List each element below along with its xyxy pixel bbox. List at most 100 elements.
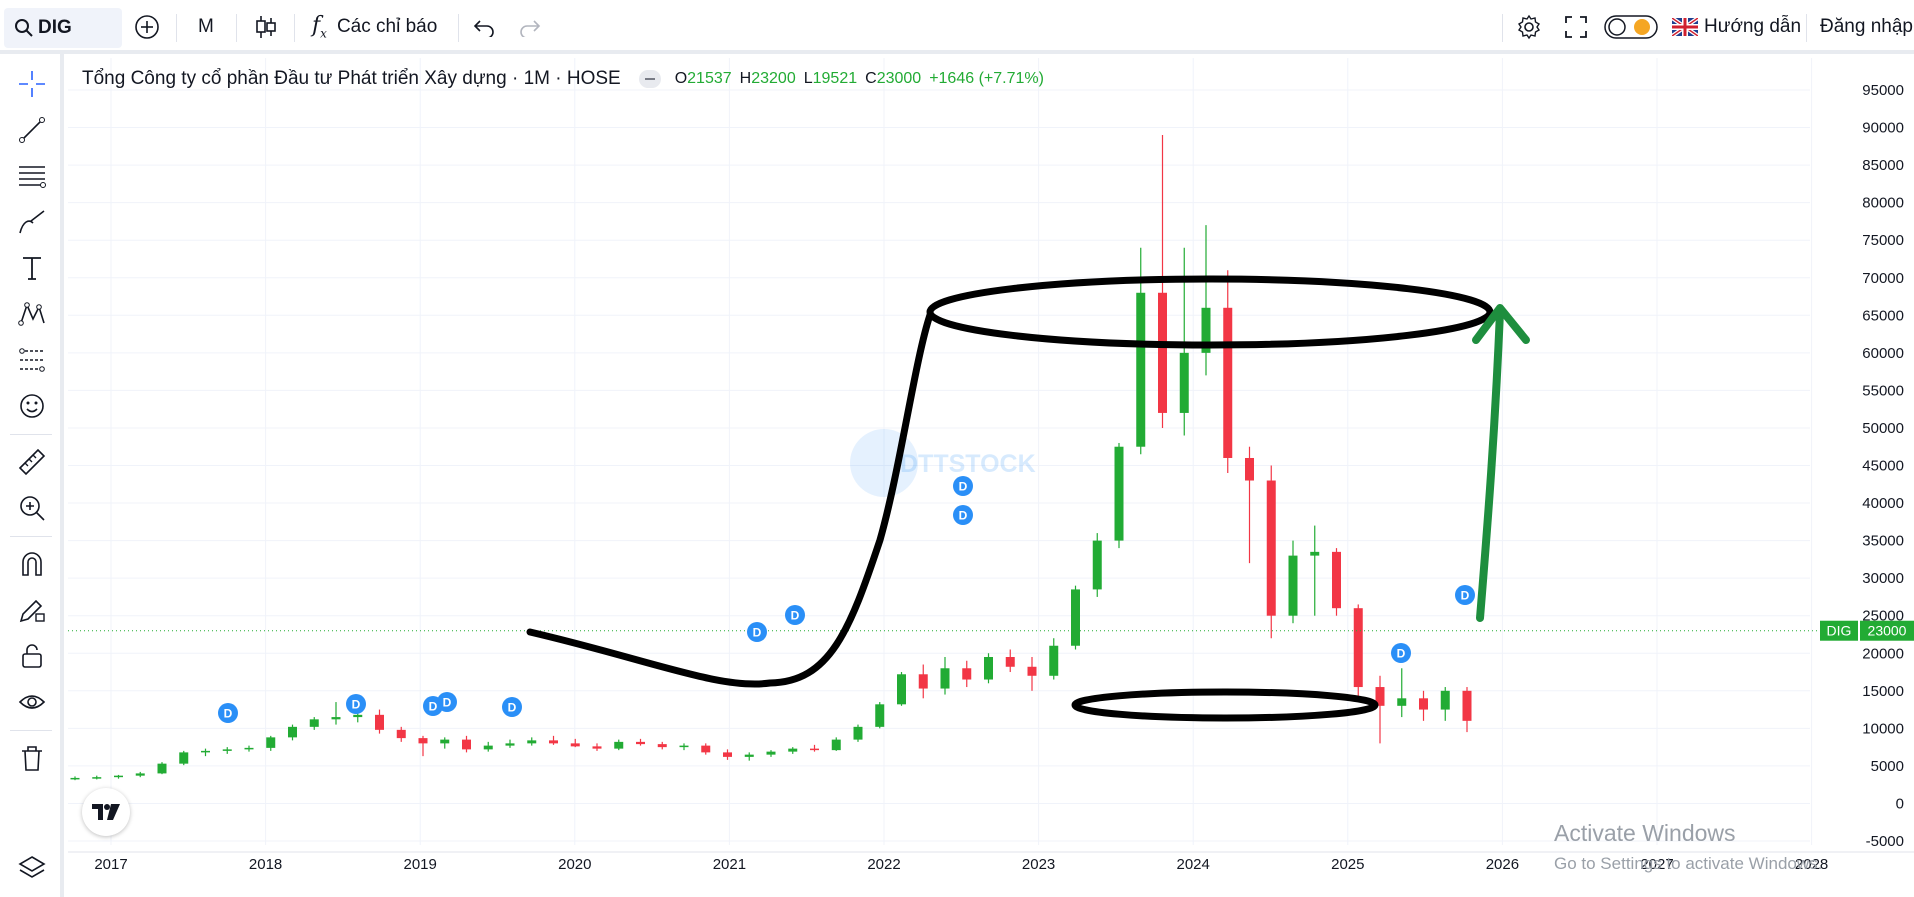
candle-body xyxy=(353,714,363,718)
legend-title: Tổng Công ty cổ phần Đầu tư Phát triển X… xyxy=(82,68,621,89)
guide-button[interactable]: Hướng dẫn xyxy=(1672,0,1801,54)
price-tick-label: 65000 xyxy=(1862,307,1904,324)
candle-body xyxy=(201,750,210,753)
trash-icon xyxy=(22,746,42,771)
candle-body xyxy=(244,747,254,750)
login-button[interactable]: Đăng nhập xyxy=(1820,0,1913,54)
candle-body xyxy=(222,749,232,751)
forecast-tool[interactable] xyxy=(14,342,50,378)
candle-body xyxy=(570,743,580,747)
price-axis: 95000 90000 85000 80000 75000 70000 65000 60000… xyxy=(1820,82,1914,850)
o-label: O xyxy=(674,70,688,87)
forecast-icon xyxy=(19,348,45,372)
zoom-tool[interactable] xyxy=(14,490,50,526)
indicators-button[interactable]: fx Các chỉ báo xyxy=(312,0,437,54)
object-tree-tool[interactable] xyxy=(14,850,50,886)
top-toolbar: DIG M fx Các chỉ báo Hướng dẫn Đăng nhập xyxy=(0,0,1914,54)
text-icon xyxy=(23,257,41,280)
candle-body xyxy=(766,751,776,755)
price-tick-label: 10000 xyxy=(1862,720,1904,737)
candle-body xyxy=(1353,608,1363,688)
l-value: 19521 xyxy=(812,70,858,87)
candle-body xyxy=(1158,292,1167,413)
candle-body xyxy=(549,740,558,744)
text-tool[interactable] xyxy=(14,250,50,286)
pencil-lock-icon xyxy=(19,599,45,623)
dividend-marker xyxy=(423,696,443,716)
theme-toggle[interactable] xyxy=(1604,0,1658,54)
unlock-icon xyxy=(22,644,42,668)
candle-body xyxy=(810,748,819,751)
unlock-tool[interactable] xyxy=(14,638,50,674)
dividend-marker-label: D xyxy=(791,609,800,623)
candle-body xyxy=(70,777,80,780)
measure-tool[interactable] xyxy=(14,444,50,480)
divider xyxy=(236,14,237,42)
candle-body xyxy=(875,704,885,727)
dividend-marker-label: D xyxy=(959,509,968,523)
cup-curve-drawing xyxy=(526,311,934,688)
target-arrow-shaft xyxy=(1476,308,1504,622)
pattern-tool[interactable] xyxy=(14,296,50,332)
interval-button[interactable]: M xyxy=(198,0,214,54)
target-arrow-head xyxy=(1472,304,1530,344)
price-tick-label: 25000 xyxy=(1862,608,1904,625)
chart-type-button[interactable] xyxy=(254,0,278,54)
c-value: 23000 xyxy=(876,70,922,87)
divider xyxy=(294,14,295,42)
price-tick-label: 80000 xyxy=(1862,195,1904,212)
fullscreen-button[interactable] xyxy=(1564,0,1588,54)
redo-button[interactable] xyxy=(518,0,542,54)
brush-tool[interactable] xyxy=(14,204,50,240)
candle-body xyxy=(266,737,276,748)
pattern-icon xyxy=(18,302,45,326)
delete-tool[interactable] xyxy=(14,740,50,776)
windows-activation-text: Go to Settings to activate Windows. xyxy=(1554,854,1823,873)
dividend-marker-label: D xyxy=(224,707,233,721)
settings-button[interactable] xyxy=(1516,0,1542,54)
drawing-toolbar xyxy=(0,54,64,897)
price-tick-label: 85000 xyxy=(1862,157,1904,174)
candle-body xyxy=(831,739,841,751)
legend-toggle[interactable] xyxy=(638,70,661,88)
indicators-label: Các chỉ báo xyxy=(336,16,438,37)
symbol-search[interactable]: DIG xyxy=(4,8,122,48)
dividend-marker-label: D xyxy=(959,480,968,494)
magnet-tool[interactable] xyxy=(14,546,50,582)
candle-body xyxy=(375,714,384,730)
zoom-in-icon xyxy=(20,496,45,521)
fib-tool[interactable] xyxy=(14,158,50,194)
candle-body xyxy=(940,668,950,689)
trend-line-tool[interactable] xyxy=(14,112,50,148)
candle-body xyxy=(92,777,102,779)
legend-close: C23000 xyxy=(865,70,921,88)
chart-legend: Tổng Công ty cổ phần Đầu tư Phát triển X… xyxy=(82,66,1044,92)
candle-body xyxy=(1027,666,1037,676)
undo-button[interactable] xyxy=(472,0,496,54)
interval-label: M xyxy=(198,16,214,37)
candle-body xyxy=(1419,698,1428,710)
emoji-tool[interactable] xyxy=(14,388,50,424)
login-label: Đăng nhập xyxy=(1820,16,1913,37)
lock-drawings-tool[interactable] xyxy=(14,592,50,628)
resistance-ellipse-drawing xyxy=(926,275,1494,349)
chart-grid xyxy=(68,58,1813,845)
candle-body xyxy=(636,741,645,745)
add-symbol-button[interactable] xyxy=(134,0,160,54)
crosshair-tool[interactable] xyxy=(14,66,50,102)
time-tick-label: 2022 xyxy=(867,856,900,873)
price-tick-label: 35000 xyxy=(1862,533,1904,550)
candle-body xyxy=(1092,540,1102,590)
hide-tool[interactable] xyxy=(14,684,50,720)
ruler-icon xyxy=(18,448,46,476)
divider xyxy=(458,14,459,42)
tradingview-logo[interactable] xyxy=(82,788,130,836)
dividend-marker xyxy=(346,694,366,714)
price-tick-label: 50000 xyxy=(1862,420,1904,437)
price-tag-value: 23000 xyxy=(1868,623,1907,639)
time-tick-label: 2021 xyxy=(713,856,746,873)
candle-body xyxy=(853,726,863,740)
dividend-marker xyxy=(218,703,238,723)
